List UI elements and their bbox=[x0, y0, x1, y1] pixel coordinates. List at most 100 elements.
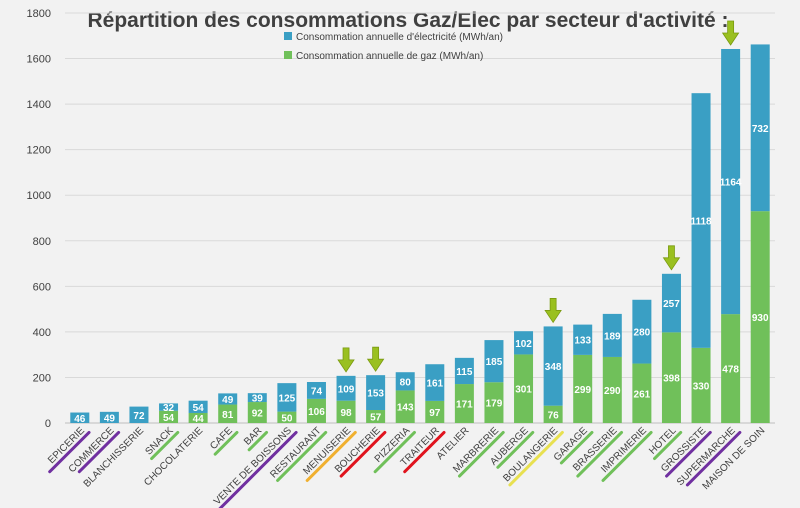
arrows bbox=[337, 20, 740, 373]
bar-electricity bbox=[188, 400, 208, 413]
y-tick-label: 1600 bbox=[27, 54, 51, 66]
bar-gas bbox=[425, 400, 445, 423]
bar-electricity bbox=[750, 44, 770, 212]
data-label-gas: 50 bbox=[281, 413, 293, 424]
bar-electricity bbox=[691, 93, 711, 348]
data-label-gas: 261 bbox=[634, 389, 651, 400]
down-arrow-icon bbox=[544, 298, 562, 324]
bar-electricity bbox=[306, 382, 326, 399]
bar-electricity bbox=[454, 357, 474, 385]
y-tick-label: 0 bbox=[45, 418, 51, 430]
data-label-gas: 106 bbox=[308, 407, 325, 418]
data-label-electricity: 109 bbox=[338, 384, 355, 395]
bar-electricity bbox=[602, 313, 622, 357]
data-label-electricity: 189 bbox=[604, 331, 621, 342]
data-label-electricity: 102 bbox=[515, 339, 532, 350]
down-arrow-icon bbox=[337, 347, 355, 373]
bar-gas bbox=[306, 398, 326, 423]
x-label-underline bbox=[150, 430, 180, 461]
chart-title: Répartition des consommations Gaz/Elec p… bbox=[87, 9, 728, 32]
y-tick-label: 1000 bbox=[27, 190, 51, 202]
bar-gas bbox=[573, 354, 593, 423]
x-axis: EPICERIECOMMERCEBLANCHISSERIESNACKCHOCOL… bbox=[46, 425, 767, 508]
data-label-gas: 92 bbox=[252, 409, 264, 420]
bar-electricity bbox=[484, 340, 504, 383]
bar-gas bbox=[218, 404, 238, 423]
y-tick-label: 200 bbox=[33, 372, 51, 384]
bar-electricity bbox=[514, 331, 534, 355]
y-axis: 0 200 400 600 800 1000 1200 1400 1600 1800 bbox=[27, 8, 51, 430]
bar-gas bbox=[514, 354, 534, 423]
bar-electricity bbox=[129, 406, 149, 423]
legend-label-gas: Consommation annuelle de gaz (MWh/an) bbox=[296, 51, 483, 62]
bar-electricity bbox=[218, 393, 238, 405]
data-label-electricity: 80 bbox=[400, 377, 412, 388]
bar-gas bbox=[277, 411, 297, 423]
bar-gas bbox=[721, 314, 741, 423]
data-label-electricity: 1164 bbox=[720, 178, 742, 189]
bar-gas bbox=[159, 410, 179, 423]
x-label-underline bbox=[305, 430, 357, 482]
x-label-underline bbox=[665, 430, 712, 478]
data-label-gas: 290 bbox=[604, 386, 621, 397]
bar-gas bbox=[632, 363, 652, 423]
data-label-gas: 97 bbox=[429, 408, 441, 419]
legend-label-electricity: Consommation annuelle d'électricité (MWh… bbox=[296, 32, 503, 43]
x-tick-group: BAR bbox=[242, 425, 269, 452]
x-tick-group: CAFE bbox=[208, 425, 239, 456]
data-label-gas: 179 bbox=[486, 399, 503, 410]
y-tick-label: 1400 bbox=[27, 99, 51, 111]
bar-electricity bbox=[721, 48, 741, 315]
data-label-gas: 330 bbox=[693, 381, 710, 392]
x-label-underline bbox=[458, 430, 505, 478]
legend-swatch-electricity bbox=[284, 32, 292, 40]
data-label-gas: 478 bbox=[722, 365, 739, 376]
bar-electricity bbox=[425, 364, 445, 401]
data-label-gas: 301 bbox=[515, 385, 532, 396]
down-arrow-icon bbox=[366, 346, 385, 372]
data-label-gas: 57 bbox=[370, 413, 382, 424]
data-label-electricity: 49 bbox=[104, 413, 116, 424]
down-arrow-icon bbox=[662, 245, 681, 271]
data-label-gas: 398 bbox=[663, 374, 680, 385]
x-label-underline bbox=[559, 430, 594, 465]
bar-electricity bbox=[99, 411, 119, 423]
y-tick-label: 1800 bbox=[27, 8, 51, 20]
y-tick-label: 600 bbox=[33, 281, 51, 293]
data-label-electricity: 115 bbox=[456, 367, 473, 378]
bar-gas bbox=[336, 400, 356, 423]
bar-electricity bbox=[632, 299, 652, 364]
data-label-electricity: 125 bbox=[279, 393, 296, 404]
legend-swatch-gas bbox=[284, 51, 292, 59]
data-label-electricity: 74 bbox=[311, 386, 323, 397]
data-label-gas: 81 bbox=[222, 410, 234, 421]
bar-electricity bbox=[247, 393, 267, 403]
data-label-gas: 76 bbox=[548, 410, 560, 421]
bar-gas bbox=[188, 412, 208, 423]
bar-electricity bbox=[277, 383, 297, 412]
x-label-underline bbox=[213, 430, 239, 456]
data-label-electricity: 348 bbox=[545, 362, 562, 373]
bar-electricity bbox=[395, 372, 415, 391]
bar-electricity bbox=[366, 375, 386, 411]
bar-electricity bbox=[543, 326, 563, 406]
bar-gas bbox=[454, 384, 474, 423]
value-labels: 46 49 72 5432445481499239501251067498109571… bbox=[74, 124, 769, 425]
x-label-underline bbox=[653, 430, 683, 461]
data-label-electricity: 133 bbox=[574, 336, 591, 347]
x-label-underline bbox=[373, 430, 416, 474]
x-label-underline bbox=[77, 430, 121, 474]
x-label-underline bbox=[48, 430, 91, 474]
data-label-electricity: 49 bbox=[222, 395, 234, 406]
bar-electricity bbox=[159, 403, 179, 411]
x-label-underline bbox=[576, 430, 624, 478]
bars bbox=[70, 44, 770, 423]
y-tick-label: 1200 bbox=[27, 145, 51, 157]
data-label-electricity: 280 bbox=[634, 328, 651, 339]
data-label-electricity: 54 bbox=[193, 403, 205, 414]
x-label-underline bbox=[508, 430, 564, 487]
data-label-electricity: 185 bbox=[486, 357, 503, 368]
data-label-gas: 98 bbox=[340, 408, 352, 419]
bar-gas bbox=[602, 356, 622, 423]
bar-electricity bbox=[336, 375, 356, 401]
